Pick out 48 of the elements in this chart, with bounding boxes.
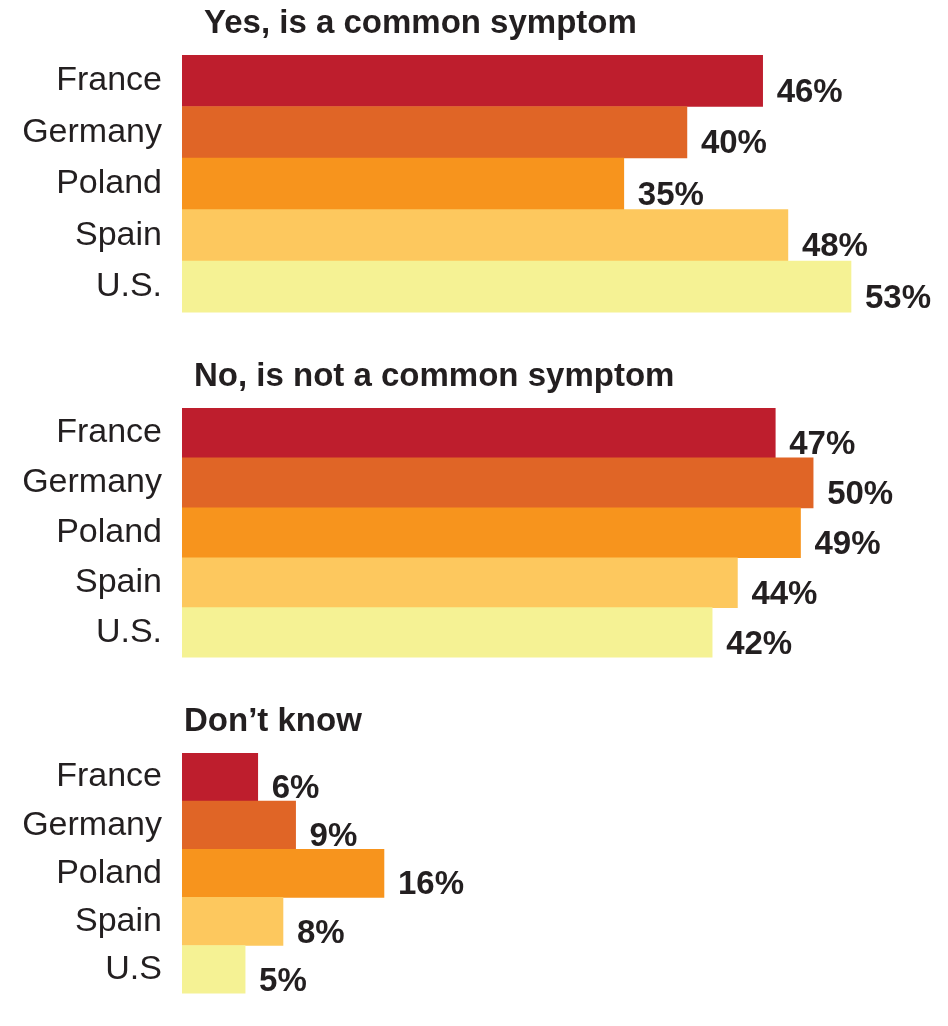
y-tick-label: France [56, 755, 162, 794]
bar [182, 557, 738, 609]
data-label: 49% [814, 523, 881, 561]
data-label: 9% [309, 816, 358, 854]
data-label: 35% [637, 174, 704, 212]
bar [182, 457, 814, 509]
y-tick-label: Spain [75, 561, 162, 600]
bar [182, 800, 296, 850]
bar [182, 106, 688, 159]
y-tick-label: Poland [56, 162, 162, 201]
y-tick-label: U.S. [95, 611, 162, 650]
y-tick-label: Germany [22, 461, 162, 500]
data-label: 53% [865, 277, 932, 315]
bar [182, 209, 789, 262]
y-tick-label: Poland [56, 851, 162, 890]
y-tick-label: Spain [75, 213, 162, 252]
bar [182, 897, 284, 946]
y-tick-label: Germany [22, 110, 162, 149]
bar [182, 848, 385, 898]
bar [182, 55, 763, 107]
data-label: 46% [776, 71, 843, 109]
y-tick-label: France [56, 411, 162, 450]
bar [182, 157, 625, 210]
bar [182, 260, 852, 313]
y-tick-label: Poland [56, 511, 162, 550]
data-label: 40% [700, 123, 767, 161]
y-tick-label: U.S [105, 947, 162, 986]
data-label: 6% [271, 768, 320, 806]
data-label: 16% [397, 864, 465, 902]
chart-title: Yes, is a common symptom [204, 3, 637, 40]
bar [182, 607, 713, 658]
bar [182, 945, 246, 994]
data-label: 5% [259, 960, 307, 998]
y-tick-label: France [56, 59, 162, 98]
data-label: 8% [296, 912, 345, 950]
data-label: 42% [726, 623, 793, 661]
y-tick-label: Spain [75, 899, 162, 938]
data-label: 44% [751, 573, 818, 611]
y-tick-label: U.S. [95, 265, 162, 304]
chart-title: No, is not a common symptom [194, 356, 675, 393]
data-label: 47% [789, 424, 856, 462]
bar [182, 408, 776, 459]
chart-title: Don’t know [184, 701, 363, 738]
bar [182, 507, 801, 559]
data-label: 50% [827, 473, 894, 511]
bar [182, 753, 259, 802]
y-tick-label: Germany [22, 803, 162, 842]
data-label: 48% [801, 226, 868, 264]
